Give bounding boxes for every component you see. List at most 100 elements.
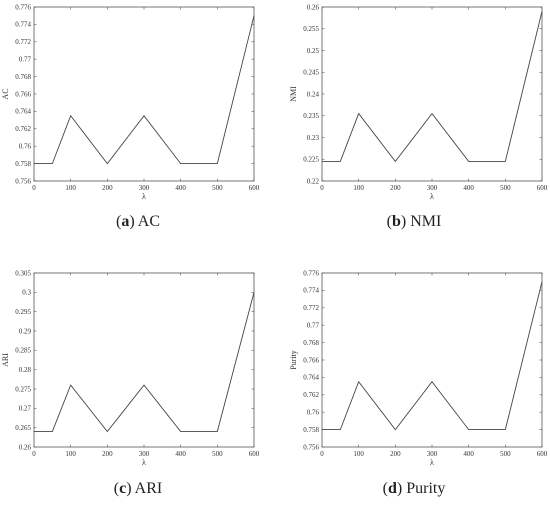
y-tick-label: 0.26 <box>19 443 32 451</box>
x-axis-label: λ <box>430 192 434 201</box>
panel-caption: (c) ARI <box>114 480 162 497</box>
x-tick-label: 500 <box>500 184 511 192</box>
x-tick-label: 100 <box>65 184 76 192</box>
y-tick-label: 0.77 <box>19 56 32 64</box>
y-tick-label: 0.285 <box>15 347 31 355</box>
y-tick-label: 0.265 <box>15 424 31 432</box>
x-tick-label: 600 <box>249 450 260 458</box>
x-tick-label: 500 <box>212 450 223 458</box>
series-line <box>34 15 255 165</box>
caption-close-paren: ) <box>401 213 410 230</box>
x-tick-label: 200 <box>390 450 401 458</box>
y-tick-label: 0.768 <box>15 73 31 81</box>
y-tick-label: 0.756 <box>303 443 319 451</box>
y-tick-label: 0.766 <box>303 356 319 364</box>
caption-open-paren: ( <box>114 480 119 497</box>
caption-close-paren: ) <box>129 213 137 230</box>
y-tick-label: 0.235 <box>303 112 319 120</box>
y-tick-label: 0.27 <box>19 405 32 413</box>
y-tick-label: 0.768 <box>303 339 319 347</box>
y-tick-label: 0.772 <box>303 304 319 312</box>
series-line <box>322 11 543 163</box>
caption-letter: b <box>392 213 401 230</box>
y-tick-label: 0.772 <box>15 38 31 46</box>
y-tick-label: 0.26 <box>307 3 320 11</box>
plot-frame <box>33 272 255 448</box>
x-tick-label: 0 <box>320 450 324 458</box>
y-tick-label: 0.762 <box>15 125 31 133</box>
x-tick-label: 500 <box>500 450 511 458</box>
caption-letter: d <box>388 480 397 497</box>
caption-name: ARI <box>135 480 163 497</box>
y-tick-label: 0.76 <box>307 409 320 417</box>
y-tick-label: 0.774 <box>303 287 319 295</box>
x-tick-label: 0 <box>32 450 36 458</box>
y-tick-label: 0.245 <box>303 69 319 77</box>
y-tick-label: 0.28 <box>19 366 32 374</box>
x-tick-label: 600 <box>537 450 548 458</box>
x-tick-label: 400 <box>463 184 474 192</box>
series-line <box>322 281 543 431</box>
caption-name: Purity <box>406 480 445 497</box>
x-tick-label: 100 <box>65 450 76 458</box>
x-tick-label: 300 <box>427 450 438 458</box>
y-tick-label: 0.275 <box>15 385 31 393</box>
x-axis-label: λ <box>142 458 146 467</box>
caption-close-paren: ) <box>397 480 406 497</box>
y-tick-label: 0.762 <box>303 391 319 399</box>
y-tick-label: 0.776 <box>303 269 319 277</box>
x-tick-label: 0 <box>320 184 324 192</box>
plot-frame <box>321 272 543 448</box>
y-tick-label: 0.23 <box>307 134 320 142</box>
caption-open-paren: ( <box>116 213 121 230</box>
panel-caption: (b) NMI <box>387 213 442 230</box>
y-tick-label: 0.22 <box>307 177 320 185</box>
y-tick-label: 0.774 <box>15 21 31 29</box>
y-axis-label: ARI <box>1 353 10 367</box>
y-tick-label: 0.776 <box>15 3 31 11</box>
caption-name: AC <box>138 213 160 230</box>
y-axis-label: NMI <box>289 86 298 102</box>
y-tick-label: 0.24 <box>307 90 320 98</box>
y-tick-label: 0.758 <box>303 426 319 434</box>
plot-frame <box>33 6 255 182</box>
chart-panel-1: 0 100 200 300 400 500 600 0.756 0.758 0.76 0.762 0.… <box>1 3 260 230</box>
caption-close-paren: ) <box>126 480 134 497</box>
x-tick-label: 400 <box>175 184 186 192</box>
y-tick-label: 0.25 <box>307 47 320 55</box>
y-tick-label: 0.3 <box>22 289 31 297</box>
y-axis-label: Purity <box>289 350 298 370</box>
y-tick-label: 0.295 <box>15 308 31 316</box>
x-axis-label: λ <box>430 458 434 467</box>
y-tick-label: 0.764 <box>303 374 319 382</box>
x-tick-label: 200 <box>102 184 113 192</box>
chart-panel-3: 0 100 200 300 400 500 600 0.26 0.265 0.27 0.275 0.2… <box>1 269 260 497</box>
caption-name: NMI <box>410 213 441 230</box>
chart-panel-4: 0 100 200 300 400 500 600 0.756 0.758 0.76 0.762 0.… <box>289 269 548 497</box>
x-tick-label: 100 <box>353 450 364 458</box>
y-tick-label: 0.764 <box>15 108 31 116</box>
x-tick-label: 600 <box>537 184 548 192</box>
x-tick-label: 300 <box>139 184 150 192</box>
caption-letter: c <box>119 480 126 497</box>
y-tick-label: 0.225 <box>303 156 319 164</box>
caption-open-paren: ( <box>383 480 388 497</box>
caption-letter: a <box>121 213 129 230</box>
x-tick-label: 200 <box>390 184 401 192</box>
chart-panel-2: 0 100 200 300 400 500 600 0.22 0.225 0.23 0.235 0.2… <box>289 3 548 230</box>
x-tick-label: 300 <box>427 184 438 192</box>
y-tick-label: 0.77 <box>307 322 320 330</box>
series-line <box>34 292 255 433</box>
y-tick-label: 0.29 <box>19 327 32 335</box>
panel-caption: (d) Purity <box>383 480 446 497</box>
x-axis-label: λ <box>142 192 146 201</box>
y-tick-label: 0.305 <box>15 269 31 277</box>
x-tick-label: 200 <box>102 450 113 458</box>
x-tick-label: 600 <box>249 184 260 192</box>
y-tick-label: 0.255 <box>303 25 319 33</box>
plot-frame <box>321 6 543 182</box>
x-tick-label: 500 <box>212 184 223 192</box>
panel-caption: (a) AC <box>116 213 160 230</box>
y-tick-label: 0.758 <box>15 160 31 168</box>
